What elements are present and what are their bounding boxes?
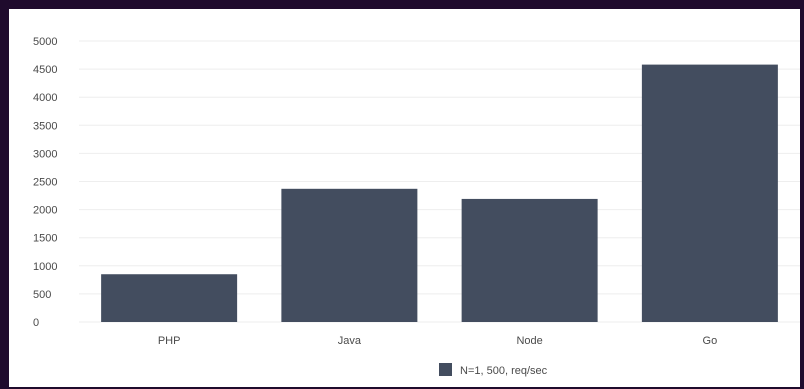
y-tick-label: 1000	[33, 261, 57, 273]
x-tick-label: PHP	[158, 335, 181, 347]
legend-swatch	[439, 363, 452, 376]
y-tick-label: 2500	[33, 177, 57, 189]
legend-label: N=1, 500, req/sec	[460, 365, 548, 377]
bar-java	[281, 188, 418, 322]
x-tick-label: Go	[703, 335, 718, 347]
y-axis-ticks: 0 500 1000 1500 2000 2500 3000 3500 4000 4500 5000	[33, 36, 57, 329]
y-tick-label: 5000	[33, 36, 57, 48]
chart-panel: 0 500 1000 1500 2000 2500 3000 3500 4000 4500 5000…	[9, 9, 800, 387]
bar-chart: 0 500 1000 1500 2000 2500 3000 3500 4000 4500 5000…	[33, 36, 800, 377]
y-tick-label: 500	[33, 289, 51, 301]
y-tick-label: 1500	[33, 233, 57, 245]
bars	[101, 64, 778, 322]
bar-go	[641, 64, 778, 322]
bar-php	[101, 274, 238, 322]
y-tick-label: 4500	[33, 64, 57, 76]
bar-node	[461, 198, 598, 322]
x-tick-label: Java	[338, 335, 362, 347]
x-axis-ticks: PHP Java Node Go	[158, 335, 717, 347]
y-tick-label: 2000	[33, 205, 57, 217]
x-tick-label: Node	[516, 335, 542, 347]
y-tick-label: 4000	[33, 92, 57, 104]
y-tick-label: 3500	[33, 120, 57, 132]
y-tick-label: 0	[33, 317, 39, 329]
y-tick-label: 3000	[33, 148, 57, 160]
legend: N=1, 500, req/sec	[439, 363, 548, 377]
